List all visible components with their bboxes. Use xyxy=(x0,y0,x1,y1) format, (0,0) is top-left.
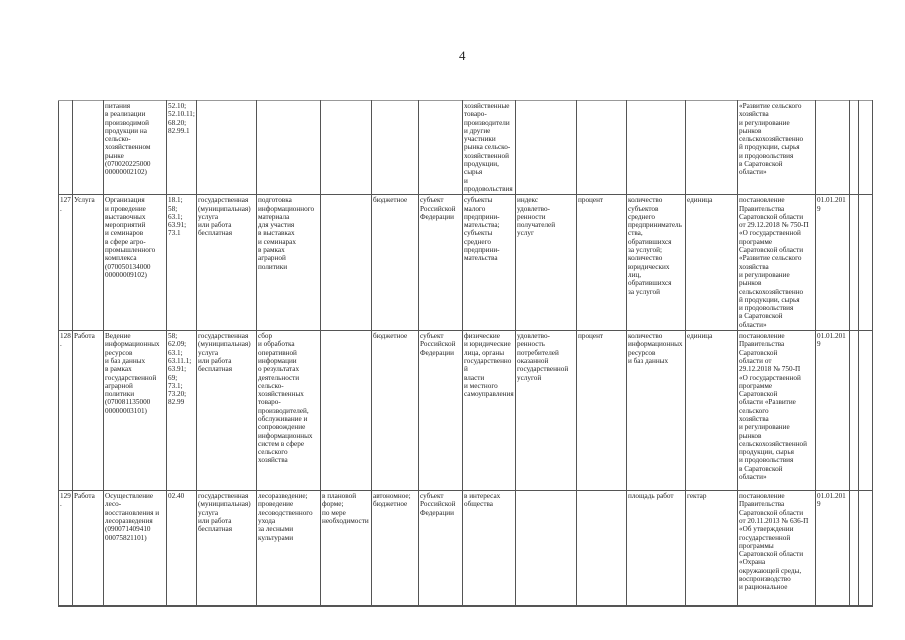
cell-consumer-category: в интересах общества xyxy=(462,490,516,608)
cell-extra-col-1 xyxy=(849,99,859,196)
cell-service-kind: государственная (муниципальная) услуга и… xyxy=(196,330,257,492)
cell-row-number: 129. xyxy=(58,490,73,608)
cell-legal-basis: постановление Правительства Саратовской … xyxy=(737,490,816,608)
cell-volume-indicator: площадь работ xyxy=(626,490,686,608)
cell-consumer-category: физические и юридические лица, органы го… xyxy=(462,330,516,492)
cell-row-number xyxy=(58,99,73,196)
cell-work-type xyxy=(72,99,104,196)
cell-service-name: Ведение информационных ресурсов и баз да… xyxy=(103,330,167,492)
table-row: питания в реализации производимой продук… xyxy=(58,99,873,196)
cell-extra-col-2 xyxy=(858,194,873,332)
cell-institution-type: автономное; бюджетное xyxy=(371,490,419,608)
cell-institution-type: бюджетное xyxy=(371,330,419,492)
cell-quality-unit: процент xyxy=(576,194,627,332)
cell-authority-level xyxy=(418,99,463,196)
cell-row-number: 127. xyxy=(58,194,73,332)
cell-effective-date: 01.01.2019 xyxy=(815,194,850,332)
cell-service-content: подготовка информационного материала для… xyxy=(256,194,321,332)
cell-authority-level: субъект Российской Федерации xyxy=(418,194,463,332)
cell-service-name: питания в реализации производимой продук… xyxy=(103,99,167,196)
cell-institution-type xyxy=(371,99,419,196)
table-row: 128. Работа Ведение информационных ресурсо… xyxy=(58,330,873,492)
cell-okved-codes: 52.10; 52.10.11; 68.20; 82.99.1 xyxy=(166,99,197,196)
cell-effective-date xyxy=(815,99,850,196)
cell-quality-indicator xyxy=(515,490,577,608)
cell-legal-basis: постановление Правительства Саратовской … xyxy=(737,194,816,332)
cell-consumer-category: субъекты малого предприни- мательства; с… xyxy=(462,194,516,332)
cell-quality-indicator xyxy=(515,99,577,196)
cell-okved-codes: 18.1; 58; 63.1; 63.91; 73.1 xyxy=(166,194,197,332)
cell-service-form xyxy=(320,330,372,492)
cell-volume-unit: единица xyxy=(685,194,738,332)
cell-quality-unit xyxy=(576,490,627,608)
cell-work-type: Работа xyxy=(72,330,104,492)
cell-effective-date: 01.01.2019 xyxy=(815,490,850,608)
cell-okved-codes: 58; 62.09; 63.1; 63.11.1; 63.91; 69; 73.… xyxy=(166,330,197,492)
cell-service-content: лесоразведение; проведение лесоводственн… xyxy=(256,490,321,608)
cell-extra-col-2 xyxy=(858,99,873,196)
cell-service-name: Организация и проведение выставочных мер… xyxy=(103,194,167,332)
cell-extra-col-2 xyxy=(858,490,873,608)
cell-quality-indicator: удовлетво- ренность потребителей оказанн… xyxy=(515,330,577,492)
cell-volume-indicator xyxy=(626,99,686,196)
cell-authority-level: субъект Российской Федерации xyxy=(418,490,463,608)
cell-quality-unit: процент xyxy=(576,330,627,492)
cell-volume-unit: единица xyxy=(685,330,738,492)
cell-consumer-category: хозяйственные товаро- производители и др… xyxy=(462,99,516,196)
cell-service-kind: государственная (муниципальная) услуга и… xyxy=(196,490,257,608)
cell-extra-col-2 xyxy=(858,330,873,492)
cell-service-name: Осуществление лесо- восстановления и лес… xyxy=(103,490,167,608)
cell-institution-type: бюджетное xyxy=(371,194,419,332)
cell-service-form xyxy=(320,194,372,332)
cell-quality-indicator: индекс удовлетво- ренности получателей у… xyxy=(515,194,577,332)
cell-service-kind: государственная (муниципальная) услуга и… xyxy=(196,194,257,332)
cell-extra-col-1 xyxy=(849,490,859,608)
cell-service-form xyxy=(320,99,372,196)
cell-volume-unit: гектар xyxy=(685,490,738,608)
cell-volume-indicator: количество информационных ресурсов и баз… xyxy=(626,330,686,492)
cell-service-content: сбор и обработка оперативной информации … xyxy=(256,330,321,492)
cell-okved-codes: 02.40 xyxy=(166,490,197,608)
cell-service-content xyxy=(256,99,321,196)
cell-extra-col-1 xyxy=(849,330,859,492)
cell-legal-basis: «Развитие сельского хозяйства и регулиро… xyxy=(737,99,816,196)
cell-effective-date: 01.01.2019 xyxy=(815,330,850,492)
services-table: питания в реализации производимой продук… xyxy=(58,99,873,608)
cell-work-type: Работа xyxy=(72,490,104,608)
cell-service-form: в плановой форме; по мере необходимости xyxy=(320,490,372,608)
cell-work-type: Услуга xyxy=(72,194,104,332)
cell-authority-level: субъект Российской Федерации xyxy=(418,330,463,492)
table-row: 129. Работа Осуществление лесо- восстановл… xyxy=(58,490,873,608)
cell-volume-unit xyxy=(685,99,738,196)
cell-row-number: 128. xyxy=(58,330,73,492)
cell-quality-unit xyxy=(576,99,627,196)
page-number: 4 xyxy=(459,48,466,63)
cell-volume-indicator: количество субъектов среднего предприним… xyxy=(626,194,686,332)
cell-service-kind xyxy=(196,99,257,196)
table-row: 127. Услуга Организация и проведение выста… xyxy=(58,194,873,332)
cell-legal-basis: постановление Правительства Саратовской … xyxy=(737,330,816,492)
cell-extra-col-1 xyxy=(849,194,859,332)
